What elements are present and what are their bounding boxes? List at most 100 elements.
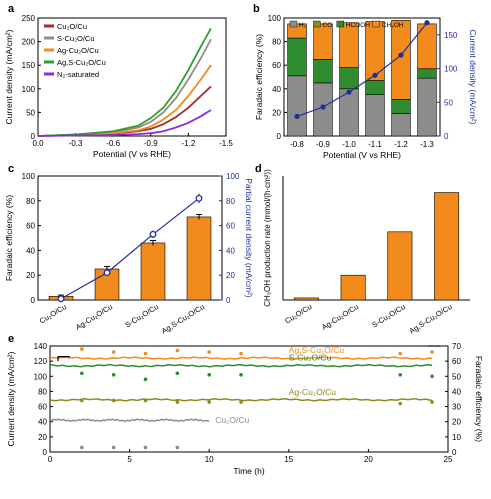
y-tick-label: 140 [34, 342, 48, 351]
stability-trace [49, 418, 210, 423]
x-tick-label: Cu₂O/Cu [38, 302, 68, 326]
current-density-point [294, 113, 300, 120]
y-tick-label: 40 [26, 246, 35, 255]
stability-trace [49, 356, 433, 360]
legend-label: H₂ [299, 22, 307, 29]
y-tick-label: 100 [22, 172, 36, 181]
y-right-tick-label: 40 [226, 246, 235, 255]
partial-current-point [103, 269, 111, 277]
current-density-point [346, 89, 352, 95]
panel-a-frame [37, 17, 227, 137]
x-tick-label: Ag-Cu₂O/Cu [74, 302, 114, 332]
bar-segment [391, 20, 411, 100]
y-right-tick-label: 20 [226, 271, 235, 280]
x-tick-label: -1.3 [420, 140, 434, 149]
x-tick-label: -0.8 [290, 140, 304, 149]
bar-segment [417, 68, 437, 79]
y-right-tick-label: 10 [452, 433, 461, 442]
legend-label: CO [322, 22, 332, 29]
fe-point [111, 350, 116, 354]
y-tick-label: 60 [38, 403, 47, 412]
x-tick-label: -0.3 [69, 139, 83, 148]
x-tick-label: Ag,S-Cu₂O/Cu [408, 302, 454, 335]
fe-point [143, 398, 148, 403]
y-tick-label: 20 [272, 108, 281, 117]
y-right-tick-label: 60 [226, 222, 235, 231]
fe-point [80, 347, 84, 351]
fe-point [207, 400, 211, 404]
y-tick-label: 100 [268, 14, 282, 23]
legend-swatch [372, 20, 380, 28]
y-right-tick-label: 70 [452, 342, 461, 351]
legend-swatch [289, 20, 298, 28]
fe-point [175, 348, 180, 353]
y-tick-label: 0 [31, 296, 36, 305]
y-axis-label: Faradaic efficiency (%) [4, 195, 14, 281]
legend-label: Ag,S-Cu₂O/Cu [57, 58, 106, 67]
y-right-axis-label: Current density (mA/cm²) [468, 30, 478, 125]
y-right-tick-label: 40 [452, 387, 461, 396]
bar-segment [287, 37, 307, 77]
legend-label: Ag-Cu₂O/Cu [57, 46, 99, 55]
bar-segment [417, 77, 437, 137]
y-axis-label: Faradaic efficiency (%) [254, 34, 264, 120]
fe-point [398, 372, 403, 377]
y-axis-label: Current density (mA/cm²) [6, 351, 16, 446]
fe-point [175, 371, 180, 376]
fe-point [207, 350, 211, 354]
legend-label: N₂-saturated [57, 70, 99, 79]
y-tick-label: 60 [272, 61, 281, 70]
fe-point [239, 372, 243, 377]
bar-segment [287, 75, 307, 137]
panel-b-frame [283, 17, 441, 137]
y-tick-label: 40 [272, 85, 281, 94]
y-right-axis-label: Partial current density (mA/cm²) [244, 178, 254, 298]
y-tick-label: 100 [22, 85, 36, 94]
bar [186, 216, 212, 301]
fe-point [430, 374, 434, 379]
fe-point [239, 351, 243, 356]
x-tick-label: 20 [364, 455, 373, 464]
bar-segment [365, 94, 385, 137]
x-axis-label: Time (h) [233, 466, 264, 476]
y-right-tick-label: 50 [444, 98, 453, 107]
left-axis-arrow [57, 356, 70, 362]
x-tick-label: 0 [48, 455, 53, 464]
trace-label: Ag-Cu₂O/Cu [289, 387, 337, 397]
current-density-point [372, 72, 378, 78]
x-tick-label: S-Cu₂O/Cu [123, 302, 160, 330]
current-density-point [424, 20, 430, 26]
panel-e-frame [49, 345, 449, 453]
x-tick-label: Ag-Cu₂O/Cu [320, 302, 360, 332]
legend-label: S-Cu₂O/Cu [57, 34, 95, 43]
stability-trace [49, 363, 433, 368]
fe-point [111, 445, 116, 450]
x-tick-label: -1.2 [394, 140, 408, 149]
fe-point [80, 398, 84, 403]
y-tick-label: 40 [38, 418, 47, 427]
x-tick-label: 10 [205, 455, 214, 464]
y-tick-label: 80 [26, 197, 35, 206]
bar-segment [365, 21, 385, 81]
y-axis-label: Current density (mA/cm²) [4, 29, 14, 124]
fe-point [175, 400, 180, 404]
current-density-point [398, 52, 404, 58]
current-density-point [320, 104, 326, 110]
x-tick-label: 0.0 [32, 139, 44, 148]
panel-label-c: c [8, 163, 14, 175]
bar-segment [339, 67, 359, 90]
x-tick-label: 5 [127, 455, 132, 464]
fe-point [80, 445, 84, 450]
y-right-axis-label: Faradaic efficiency (%) [474, 356, 484, 442]
partial-current-point [149, 230, 157, 238]
series-line [37, 27, 212, 137]
legend-swatch [336, 20, 344, 28]
y-right-tick-label: 60 [452, 357, 461, 366]
x-tick-label: -0.6 [106, 139, 120, 148]
panel-c-frame [37, 175, 223, 301]
fe-point [175, 445, 180, 450]
bar-segment [313, 23, 333, 60]
bar-segment [391, 99, 411, 114]
fe-point [143, 377, 148, 382]
